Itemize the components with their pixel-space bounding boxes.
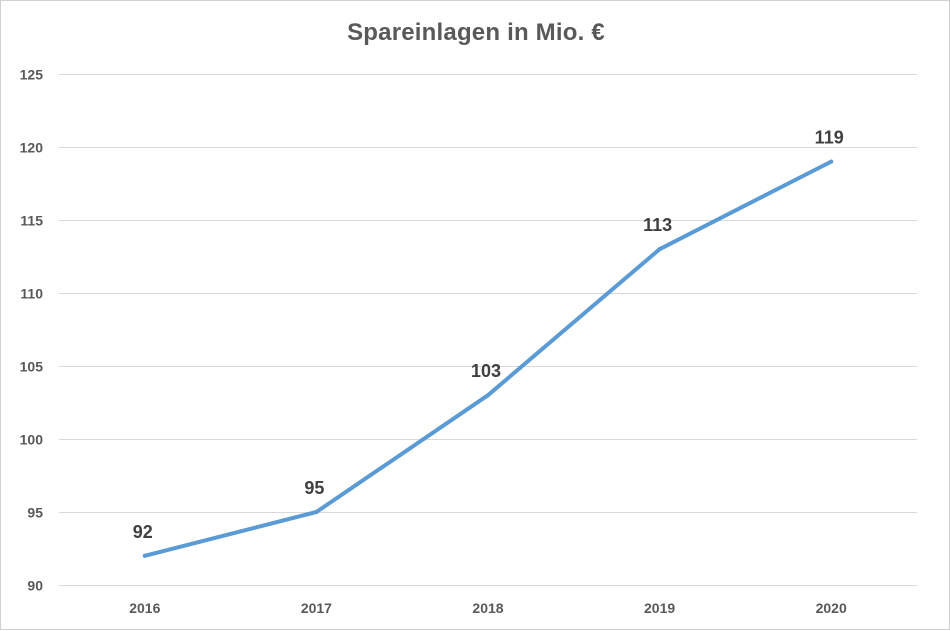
data-labels: 92 95 103 113 119 — [133, 128, 844, 542]
x-tick-label: 2017 — [301, 600, 332, 616]
data-label: 92 — [133, 522, 153, 542]
data-label: 95 — [304, 478, 324, 498]
y-tick-label: 105 — [20, 359, 44, 375]
gridlines — [59, 74, 917, 586]
data-point — [142, 553, 147, 558]
y-tick-label: 115 — [20, 213, 43, 229]
x-tick-label: 2016 — [129, 600, 160, 616]
y-tick-label: 125 — [20, 67, 44, 83]
y-tick-label: 95 — [27, 505, 43, 521]
chart-title: Spareinlagen in Mio. € — [347, 19, 605, 46]
y-tick-label: 90 — [27, 578, 43, 594]
data-label: 119 — [815, 128, 844, 148]
series — [142, 159, 834, 558]
y-tick-label: 110 — [20, 286, 43, 302]
x-tick-label: 2020 — [816, 600, 847, 616]
data-label: 113 — [643, 215, 672, 235]
data-point — [657, 247, 662, 252]
x-axis-ticks: 2016 2017 2018 2019 2020 — [129, 600, 847, 616]
y-tick-label: 120 — [20, 140, 44, 156]
y-axis-ticks: 90 95 100 105 110 115 120 125 — [20, 67, 44, 594]
data-point — [486, 393, 490, 398]
x-tick-label: 2018 — [472, 600, 503, 616]
data-point — [829, 159, 834, 164]
data-label: 103 — [471, 361, 501, 381]
data-point — [314, 510, 319, 514]
y-tick-label: 100 — [20, 432, 44, 448]
x-tick-label: 2019 — [644, 600, 675, 616]
